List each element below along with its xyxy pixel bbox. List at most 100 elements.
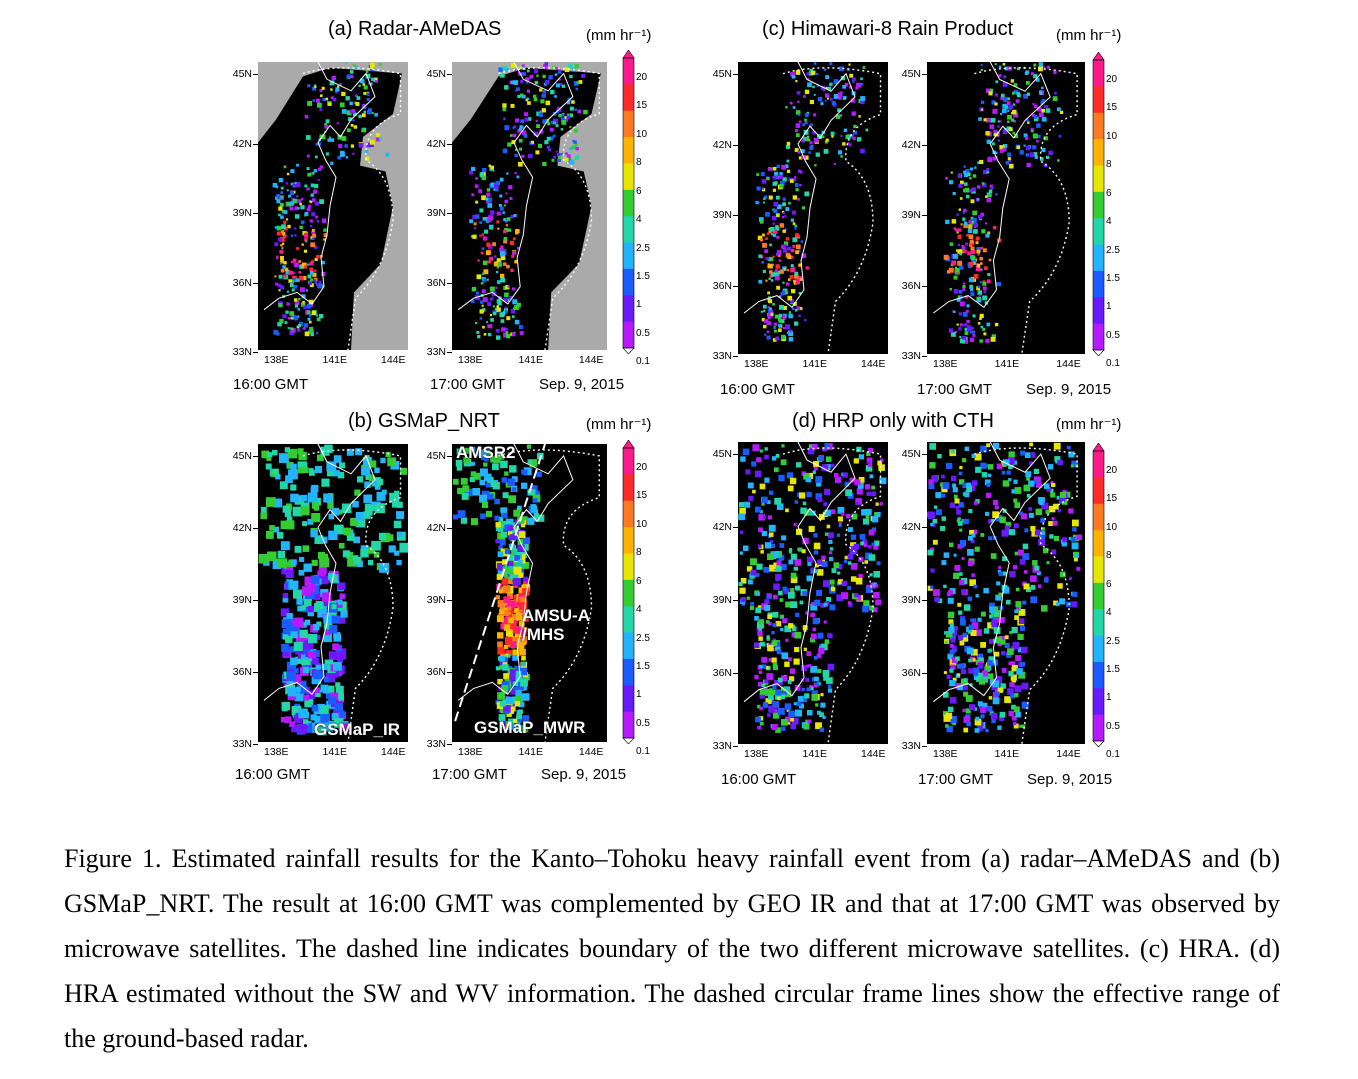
rain-cell <box>795 188 799 192</box>
colorbar-label: 0.1 <box>636 356 650 368</box>
rain-cell <box>527 101 531 105</box>
rain-cell <box>523 516 528 521</box>
rain-cell <box>837 563 843 570</box>
rain-cell <box>950 331 956 337</box>
rain-cell <box>496 271 499 274</box>
rain-cell <box>963 223 968 229</box>
rain-cell <box>776 164 780 168</box>
rain-cell <box>823 68 827 72</box>
rain-cell <box>865 586 873 593</box>
rain-cell <box>785 601 792 608</box>
rain-cell <box>286 624 296 634</box>
rain-cell <box>798 263 802 267</box>
rain-cell <box>503 239 508 244</box>
rain-cell <box>958 327 962 331</box>
rain-cell <box>1015 606 1020 610</box>
rain-cell <box>772 611 779 618</box>
rain-cell <box>998 74 1001 78</box>
rain-cell <box>307 172 312 177</box>
rain-cell <box>972 314 976 318</box>
colorbar-segment <box>623 242 634 270</box>
rain-cell <box>850 542 857 549</box>
rain-cell <box>477 451 482 457</box>
rain-cell <box>968 535 973 541</box>
rain-cell <box>945 640 949 644</box>
rain-cell <box>346 74 351 79</box>
rain-cell <box>1001 650 1006 656</box>
rain-cell <box>759 238 764 242</box>
rain-cell <box>280 186 284 190</box>
rain-cell <box>999 149 1004 153</box>
rain-cell <box>950 449 955 454</box>
rain-cell <box>970 539 975 544</box>
rain-cell <box>500 251 505 257</box>
rain-cell <box>793 702 797 706</box>
rain-cell <box>771 263 775 266</box>
rain-cell <box>1002 82 1008 87</box>
rain-cell <box>768 230 772 234</box>
lat-label: 36N <box>426 666 446 678</box>
rain-cell <box>296 247 299 250</box>
rain-cell <box>303 694 310 701</box>
rain-cell <box>838 96 842 100</box>
rain-cell <box>495 180 500 185</box>
rain-cell <box>767 553 774 560</box>
time-d2: 17:00 GMT <box>918 771 994 788</box>
rain-cell <box>865 465 873 472</box>
rain-cell <box>287 224 291 229</box>
rain-cell <box>836 533 840 537</box>
rain-cell <box>304 640 314 650</box>
rain-cell <box>522 726 529 733</box>
rain-cell <box>525 98 528 102</box>
rain-cell <box>1043 548 1049 554</box>
rain-cell <box>969 330 973 334</box>
rain-cell <box>514 172 517 175</box>
rain-cell <box>985 708 989 712</box>
rain-cell <box>1022 600 1027 605</box>
rain-cell <box>824 532 829 536</box>
lat-label: 33N <box>712 740 732 752</box>
colorbar-segment <box>1093 661 1104 689</box>
rain-cell <box>495 523 504 532</box>
rain-cell <box>292 258 297 263</box>
rain-cell <box>947 653 954 660</box>
rain-cell <box>515 695 523 703</box>
rain-cell <box>507 285 510 288</box>
rain-cell <box>504 471 509 476</box>
rain-cell <box>846 68 850 72</box>
colorbar-label: 10 <box>1106 521 1118 533</box>
rain-cell <box>327 138 331 142</box>
rain-cell <box>782 317 786 321</box>
rain-cell <box>813 542 821 550</box>
rain-cell <box>317 570 323 576</box>
rain-cell <box>840 114 843 117</box>
rain-cell <box>757 621 764 629</box>
rain-cell <box>782 281 785 284</box>
rain-cell <box>820 603 825 608</box>
rain-cell <box>479 494 488 503</box>
colorbar-label: 4 <box>1106 607 1112 619</box>
rain-cell <box>875 512 881 518</box>
rain-cell <box>952 487 958 493</box>
rain-cell <box>376 491 386 501</box>
rain-cell <box>963 208 967 213</box>
rain-cell <box>303 604 311 613</box>
rain-cell <box>809 99 814 105</box>
rain-cell <box>943 584 947 589</box>
rain-cell <box>294 545 302 553</box>
rain-cell <box>840 155 843 158</box>
rain-cell <box>393 520 402 529</box>
rain-cell <box>994 691 1000 697</box>
rain-cell <box>801 139 805 143</box>
rain-cell <box>505 696 514 705</box>
rain-cell <box>330 96 334 100</box>
rain-cell <box>792 222 796 225</box>
rain-cell <box>284 267 289 272</box>
rain-cell <box>860 148 865 154</box>
rain-cell <box>948 590 953 595</box>
rain-cell <box>276 332 280 336</box>
rain-cell <box>510 706 516 712</box>
rain-cell <box>976 264 981 268</box>
rain-cell <box>512 655 518 661</box>
rain-cell <box>982 286 987 291</box>
